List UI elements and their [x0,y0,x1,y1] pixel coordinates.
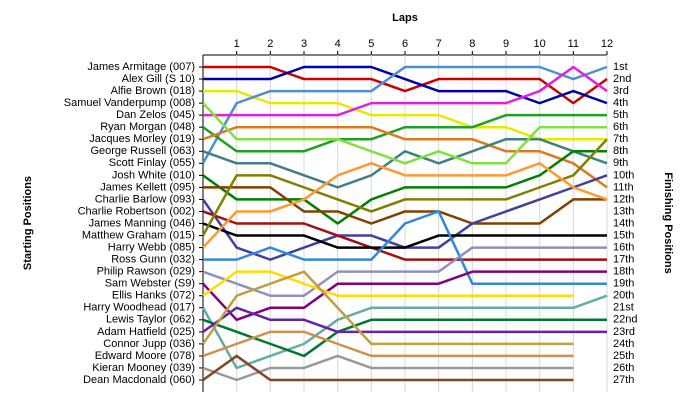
y-tick-label: 23rd [613,326,635,338]
y-tick-label: 8th [613,145,628,157]
series-line [201,138,608,237]
y-tick-label: 15th [613,229,634,241]
driver-label: Harry Webb (085) [108,241,195,253]
series-line [202,162,608,249]
driver-label: Josh White (010) [112,169,195,181]
series-line [202,137,608,189]
series-line [202,270,574,297]
driver-label: James Manning (046) [89,217,195,229]
series-line [202,222,607,249]
series-line [202,113,607,153]
x-tick-label: 5 [368,38,374,50]
x-tick-label: 4 [335,38,341,50]
y-axis-label: Starting Positions [22,176,34,270]
y-tick-label: 22nd [613,314,637,326]
y-tick-label: 9th [613,157,628,169]
series-line [201,65,608,164]
driver-label: Dan Zelos (045) [116,109,195,121]
x-tick-label: 9 [503,38,509,50]
driver-label: Charlie Barlow (093) [95,193,195,205]
y-tick-label: 18th [613,266,634,278]
x-tick-label: 3 [301,38,307,50]
driver-label: Adam Hatfield (025) [97,326,195,338]
series-line [203,65,608,117]
series-line [203,186,607,225]
y-tick-label: 20th [613,290,634,302]
y-tick-label: 25th [613,350,634,362]
x-tick-label: 8 [469,38,475,50]
y-tick-label: 17th [613,254,634,266]
driver-label: George Russell (063) [90,145,195,157]
driver-label: Samuel Vanderpump (008) [64,97,195,109]
y-tick-label: 3rd [613,85,629,97]
series-line [201,294,608,370]
y-tick-label: 27th [613,374,634,386]
driver-label: Sam Webster (S9) [105,278,195,290]
y-tick-label: 19th [613,278,634,290]
x-tick-label: 1 [234,38,240,50]
driver-label: Dean Macdonald (060) [83,374,195,386]
driver-label: Ross Gunn (032) [111,254,195,266]
driver-label: Edward Moore (078) [95,350,195,362]
x-tick-label: 10 [534,38,546,50]
driver-label: James Armitage (007) [87,61,195,73]
y-tick-label: 13th [613,205,634,217]
driver-label: Philip Rawson (029) [97,266,195,278]
driver-label: Lewis Taylor (062) [106,314,195,326]
y-tick-label: 21st [613,302,634,314]
driver-label: Matthew Graham (015) [82,229,195,241]
series-line [202,330,574,358]
series-line [202,246,607,297]
series-line [203,65,608,105]
driver-label: Alfie Brown (018) [111,85,195,97]
x-axis-label: Laps [392,12,418,24]
y-tick-label: 6th [613,121,628,133]
y-tick-label: 12th [613,193,634,205]
driver-label: Jacques Morley (019) [89,133,195,145]
y-tick-label: 7th [613,133,628,145]
x-tick-label: 12 [601,38,613,50]
series-line [202,318,607,358]
y-tick-label: 5th [613,109,628,121]
series-line [203,210,607,285]
y-tick-label: 2nd [613,73,631,85]
driver-label: Alex Gill (S 10) [122,73,195,85]
driver-label: Charlie Robertson (002) [78,205,195,217]
y-tick-label: 16th [613,241,634,253]
y-tick-label: 10th [613,169,634,181]
y-tick-label: 24th [613,338,634,350]
series-line [202,150,607,225]
y2-axis-label: Finishing Positions [662,172,674,273]
x-tick-label: 6 [402,38,408,50]
series-line [202,210,607,261]
series-line [202,270,607,322]
y-tick-label: 1st [613,61,628,73]
series-line [203,65,608,105]
driver-label: Scott Finlay (055) [109,157,195,169]
y-tick-label: 4th [613,97,628,109]
x-tick-label: 2 [267,38,273,50]
y-tick-label: 14th [613,217,634,229]
series-line [202,354,574,382]
series-line [202,306,607,334]
driver-label: Kieran Mooney (039) [92,362,195,374]
y-tick-label: 11th [613,181,634,193]
series-line [202,354,574,382]
x-tick-label: 11 [568,38,579,50]
driver-label: Ryan Morgan (048) [100,121,195,133]
y-tick-label: 26th [613,362,634,374]
series-line [202,125,608,189]
series-line [202,102,607,165]
x-tick-label: 7 [436,38,442,50]
driver-label: Connor Jupp (036) [103,338,195,350]
driver-label: Harry Woodhead (017) [83,302,195,314]
series-line [201,270,574,346]
driver-label: Ellis Hanks (072) [112,290,195,302]
driver-label: James Kellett (095) [100,181,195,193]
